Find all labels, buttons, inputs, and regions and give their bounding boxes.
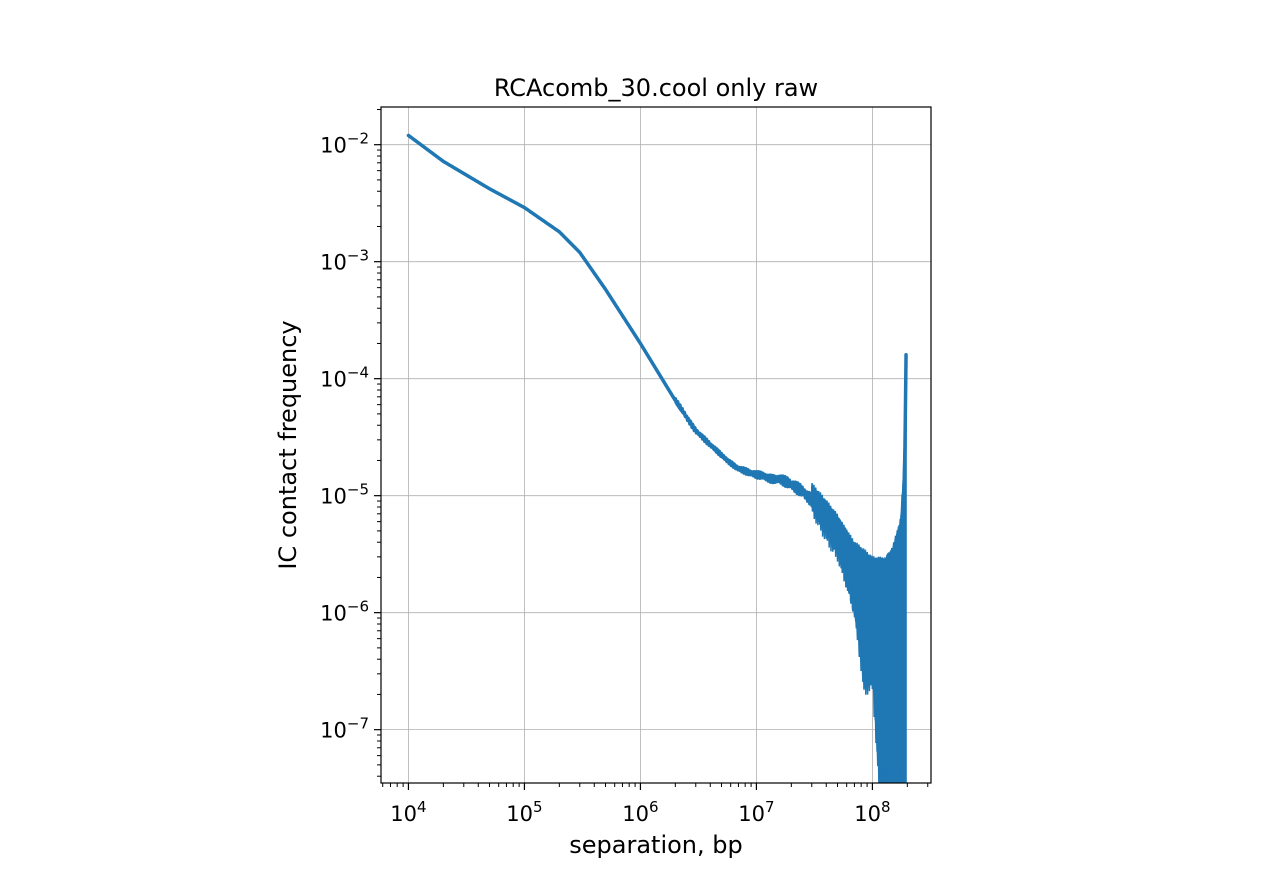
y-tick-label: 10−5 bbox=[320, 481, 369, 509]
x-tick-label: 107 bbox=[738, 798, 774, 826]
y-axis-title: IC contact frequency bbox=[274, 320, 302, 569]
x-tick-label: 106 bbox=[622, 798, 658, 826]
y-tick-label: 10−4 bbox=[320, 364, 369, 392]
x-tick-label: 108 bbox=[854, 798, 890, 826]
axis-ticks: 104 105 106 107 108 10−2 10−3 10−4 10−5 10−6 10−7 bbox=[320, 108, 929, 826]
data-layer bbox=[406, 133, 908, 783]
series-line bbox=[406, 133, 908, 595]
x-tick-label: 104 bbox=[390, 798, 426, 826]
plot-frame bbox=[380, 106, 932, 784]
y-tick-label: 10−6 bbox=[320, 598, 369, 626]
x-tick-label: 105 bbox=[506, 798, 542, 826]
gridlines bbox=[381, 107, 931, 783]
y-tick-label: 10−2 bbox=[320, 130, 369, 158]
x-axis-title: separation, bp bbox=[569, 831, 742, 859]
y-tick-label: 10−7 bbox=[320, 715, 369, 743]
chart-title: RCAcomb_30.cool only raw bbox=[494, 74, 818, 102]
y-tick-label: 10−3 bbox=[320, 247, 369, 275]
